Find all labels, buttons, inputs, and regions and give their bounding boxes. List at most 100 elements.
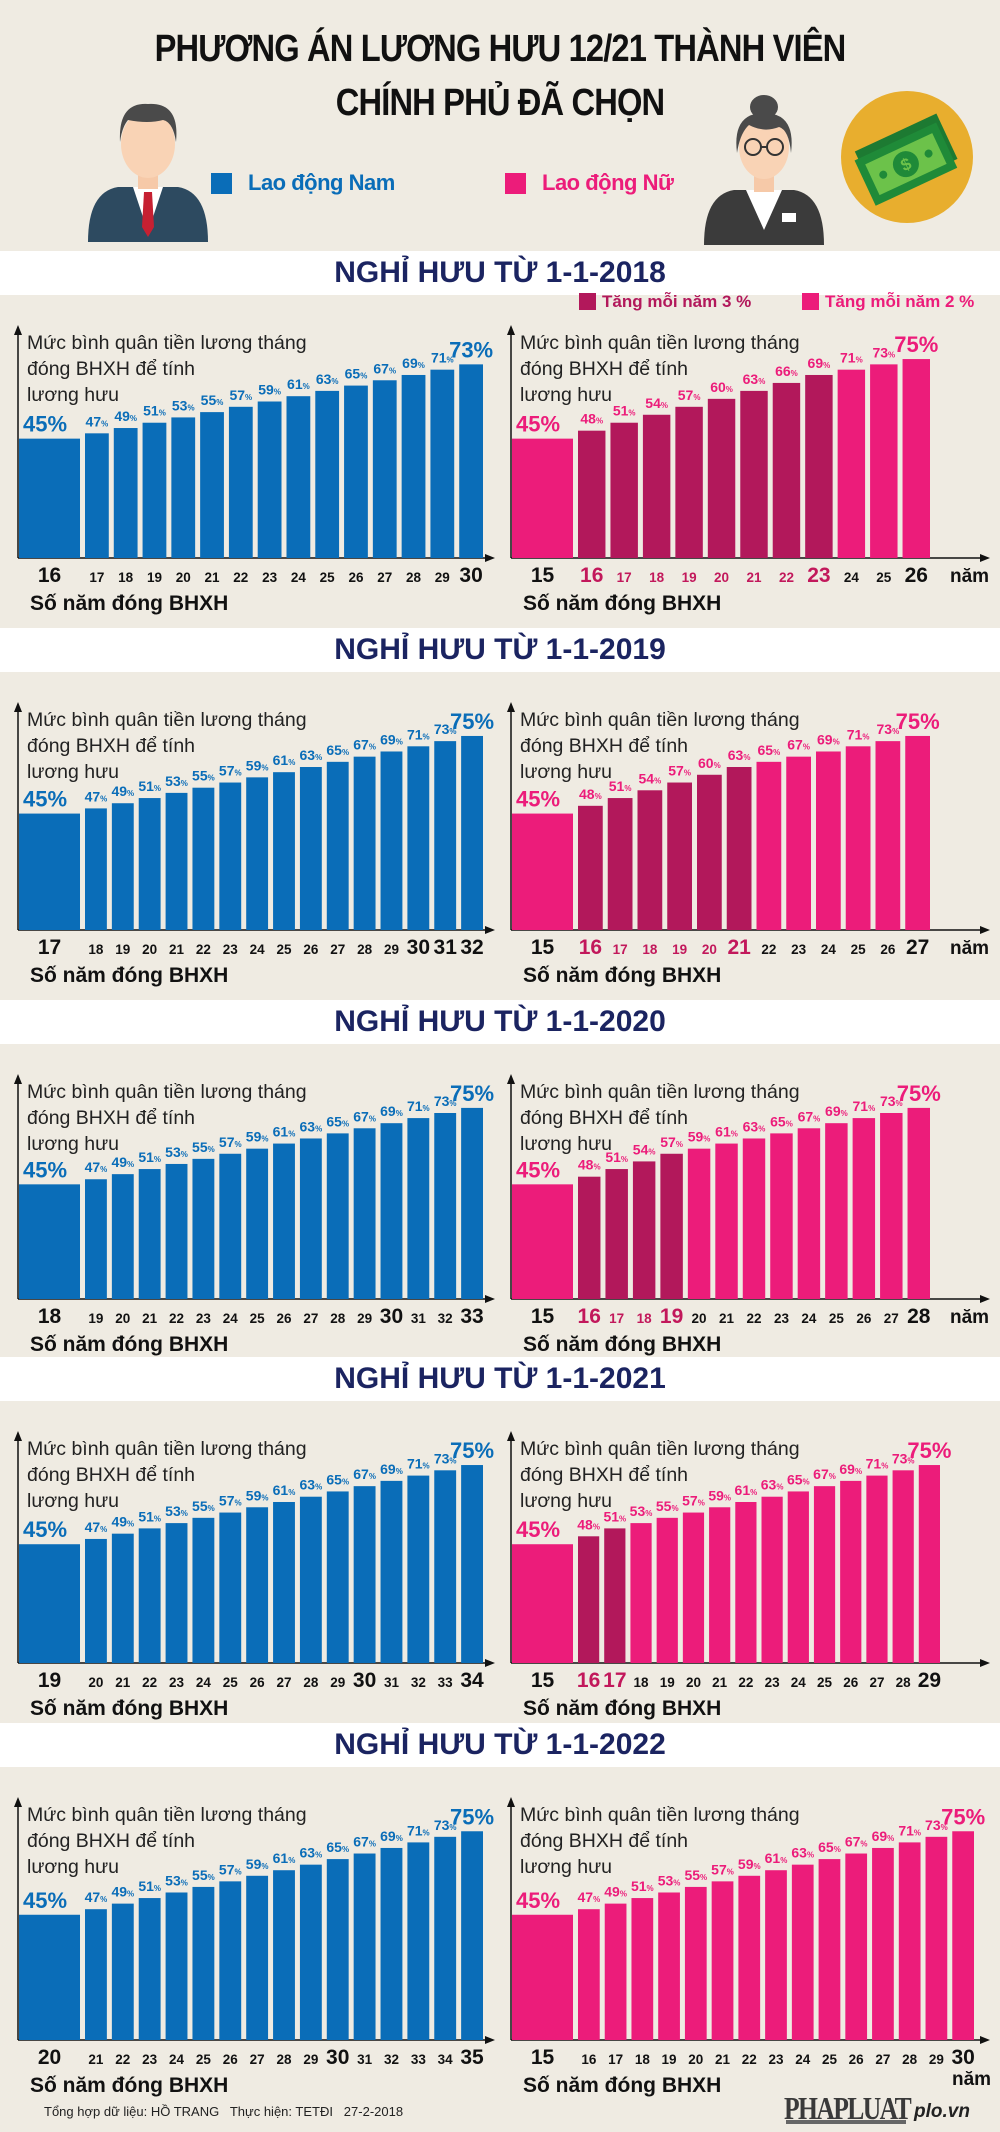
tick-label: 27 bbox=[303, 1311, 318, 1326]
y-axis-label-line: đóng BHXH để tính bbox=[520, 1464, 688, 1486]
value-label: 67% bbox=[373, 360, 396, 376]
tick-label: 25 bbox=[250, 1311, 266, 1326]
x-axis-title: Số năm đóng BHXH bbox=[30, 592, 228, 615]
legend-male-label: Lao động Nam bbox=[248, 170, 395, 195]
y-axis-label-line: đóng BHXH để tính bbox=[520, 735, 688, 757]
x-axis-arrow bbox=[485, 1659, 495, 1667]
bar-17 bbox=[607, 798, 633, 930]
chart-panel: Mức bình quân tiền lương tháng đóng BHXH … bbox=[0, 1044, 1000, 1358]
legend-male: Lao động Nam bbox=[211, 170, 395, 196]
value-label: 67% bbox=[353, 737, 376, 753]
value-label: 67% bbox=[353, 1108, 376, 1124]
tick-label: 25 bbox=[320, 570, 336, 585]
bar-28 bbox=[892, 1470, 914, 1663]
bar-30 bbox=[353, 1486, 376, 1663]
value-label: 61% bbox=[735, 1482, 758, 1498]
tick-label: 23 bbox=[142, 2052, 158, 2067]
value-label: 45% bbox=[23, 787, 67, 812]
bar-16 bbox=[578, 1536, 600, 1663]
value-label: 66% bbox=[775, 363, 798, 379]
value-label: 51% bbox=[603, 1508, 626, 1524]
value-label: 65% bbox=[818, 1839, 841, 1855]
x-axis-arrow bbox=[980, 1659, 990, 1667]
chart-panel: Mức bình quân tiền lương tháng đóng BHXH … bbox=[0, 672, 1000, 1000]
tick-label: 27 bbox=[884, 1311, 899, 1326]
bar-25 bbox=[246, 1148, 269, 1299]
tick-label: 28 bbox=[357, 942, 373, 957]
bar-17 bbox=[19, 813, 80, 930]
tick-label: 21 bbox=[719, 1311, 735, 1326]
y-axis-label-line: lương hưu bbox=[520, 1490, 612, 1512]
bar-21 bbox=[138, 1169, 161, 1299]
tick-label: 30 bbox=[459, 564, 482, 587]
tick-label: 17 bbox=[89, 570, 104, 585]
section-charts-svg: Mức bình quân tiền lương tháng đóng BHXH … bbox=[14, 1797, 991, 2097]
bar-18 bbox=[113, 428, 138, 558]
tick-label: 21 bbox=[169, 942, 185, 957]
tick-label: 21 bbox=[88, 2052, 104, 2067]
bar-23 bbox=[192, 1158, 215, 1299]
value-label: 47% bbox=[578, 1889, 601, 1905]
bar-30 bbox=[952, 1831, 974, 2040]
value-label: 47% bbox=[85, 1159, 108, 1175]
bar-23 bbox=[761, 1496, 783, 1663]
legend-label: Tăng mỗi năm 3 % bbox=[602, 292, 751, 311]
tick-label: 25 bbox=[223, 1675, 239, 1690]
bar-28 bbox=[401, 374, 426, 558]
tick-label: 19 bbox=[672, 942, 687, 957]
tick-label: 22 bbox=[233, 570, 248, 585]
x-axis-title: Số năm đóng BHXH bbox=[30, 964, 228, 987]
tick-label: 22 bbox=[761, 942, 776, 957]
tick-label: 29 bbox=[929, 2052, 944, 2067]
tick-label: 18 bbox=[635, 2052, 651, 2067]
bar-26 bbox=[902, 359, 930, 558]
value-label: 61% bbox=[273, 752, 296, 768]
value-label: 69% bbox=[808, 355, 831, 371]
bar-30 bbox=[407, 746, 430, 930]
y-axis-label-line: đóng BHXH để tính bbox=[27, 358, 195, 380]
y-axis-arrow bbox=[14, 1431, 22, 1441]
value-label: 65% bbox=[758, 742, 781, 758]
value-label: 63% bbox=[300, 1845, 323, 1861]
value-label: 69% bbox=[839, 1461, 862, 1477]
value-label: 45% bbox=[23, 1517, 67, 1542]
tick-label: 15 bbox=[531, 1669, 555, 1692]
male-worker-icon bbox=[88, 103, 208, 242]
value-label: 63% bbox=[743, 1118, 766, 1134]
bar-23 bbox=[257, 401, 282, 558]
value-label: 63% bbox=[316, 371, 339, 387]
section-title: NGHỈ HƯU TỪ 1-1-2020 bbox=[334, 1005, 666, 1038]
bar-30 bbox=[326, 1859, 349, 2040]
tick-label: 30 bbox=[326, 2046, 349, 2069]
value-label: 49% bbox=[111, 1884, 134, 1900]
value-label: 45% bbox=[516, 1157, 560, 1182]
tick-label: 30 bbox=[353, 1669, 376, 1692]
tick-label: 23 bbox=[196, 1311, 212, 1326]
bar-27 bbox=[872, 1847, 894, 2040]
legend-label: Tăng mỗi năm 2 % bbox=[825, 292, 974, 311]
bar-19 bbox=[658, 1892, 680, 2040]
tick-label: 27 bbox=[250, 2052, 265, 2067]
value-label: 63% bbox=[300, 1118, 323, 1134]
female-chart: Mức bình quân tiền lương tháng đóng BHXH … bbox=[507, 1431, 1000, 1746]
bar-22 bbox=[111, 1903, 134, 2040]
value-label: 53% bbox=[165, 1144, 188, 1160]
value-label: 59% bbox=[258, 382, 281, 398]
y-axis-label-line: Mức bình quân tiền lương tháng bbox=[520, 1804, 800, 1826]
tick-label: 32 bbox=[438, 1311, 453, 1326]
female-worker-icon bbox=[704, 95, 824, 245]
bar-22 bbox=[756, 761, 782, 930]
value-label: 61% bbox=[273, 1850, 296, 1866]
tick-label: 15 bbox=[531, 936, 555, 959]
value-label: 75% bbox=[450, 1081, 494, 1106]
site-link[interactable]: plo.vn bbox=[914, 2101, 970, 2122]
value-label: 69% bbox=[825, 1103, 848, 1119]
bar-19 bbox=[142, 422, 167, 558]
value-label: 71% bbox=[866, 1456, 889, 1472]
bar-17 bbox=[605, 1169, 628, 1299]
y-axis-label-line: lương hưu bbox=[520, 761, 612, 783]
bar-32 bbox=[461, 735, 483, 930]
bar-18 bbox=[85, 808, 107, 930]
tick-label: 27 bbox=[906, 936, 929, 959]
value-label: 75% bbox=[896, 709, 940, 734]
